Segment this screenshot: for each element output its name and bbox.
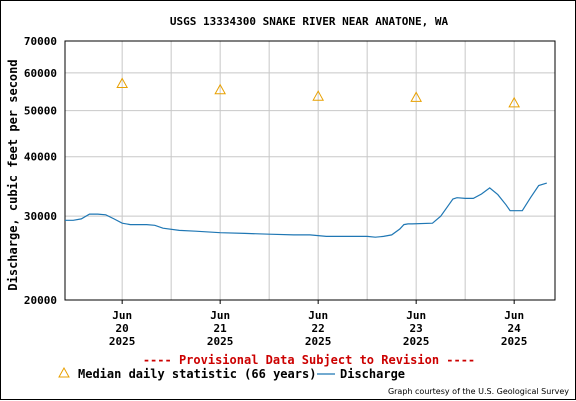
x-tick-month: Jun <box>210 309 230 322</box>
x-tick-day: 24 <box>508 322 522 335</box>
y-tick-label: 60000 <box>24 67 57 80</box>
y-tick-label: 30000 <box>24 210 57 223</box>
x-tick-year: 2025 <box>207 335 234 348</box>
legend-triangle-marker <box>58 366 70 378</box>
x-tick-day: 22 <box>312 322 325 335</box>
median-marker <box>214 83 227 95</box>
x-tick-year: 2025 <box>109 335 136 348</box>
x-tick-day: 20 <box>116 322 129 335</box>
x-tick-year: 2025 <box>305 335 332 348</box>
legend-discharge-label: Discharge <box>340 367 405 381</box>
chart-title: USGS 13334300 SNAKE RIVER NEAR ANATONE, … <box>170 15 449 28</box>
gridlines <box>65 41 555 300</box>
median-marker <box>312 90 325 101</box>
graph-credit: Graph courtesy of the U.S. Geological Su… <box>388 387 569 396</box>
y-tick-label: 50000 <box>24 105 57 118</box>
data-series <box>65 77 547 238</box>
y-tick-label: 70000 <box>24 35 57 48</box>
y-axis-ticks: 20000 30000 40000 50000 60000 70000 <box>24 35 57 307</box>
x-tick-year: 2025 <box>403 335 430 348</box>
legend: Median daily statistic (66 years) Discha… <box>58 366 405 381</box>
discharge-line <box>65 182 547 238</box>
x-tick-month: Jun <box>308 309 328 322</box>
x-tick-month: Jun <box>504 309 524 322</box>
median-marker <box>410 91 423 102</box>
x-tick-month: Jun <box>112 309 132 322</box>
y-axis-label: Discharge, cubic feet per second <box>6 59 20 290</box>
median-marker <box>508 96 521 108</box>
legend-median-label: Median daily statistic (66 years) <box>78 367 316 381</box>
provisional-notice: ---- Provisional Data Subject to Revisio… <box>143 353 475 367</box>
x-tick-year: 2025 <box>501 335 528 348</box>
median-marker <box>116 77 129 88</box>
plot-area-border <box>64 40 556 301</box>
y-tick-label: 20000 <box>24 294 57 307</box>
y-tick-label: 40000 <box>24 151 57 164</box>
x-tick-day: 23 <box>410 322 423 335</box>
x-tick-day: 21 <box>214 322 228 335</box>
x-tick-month: Jun <box>406 309 426 322</box>
x-axis-ticks: Jun202025Jun212025Jun222025Jun232025Jun2… <box>109 300 528 348</box>
